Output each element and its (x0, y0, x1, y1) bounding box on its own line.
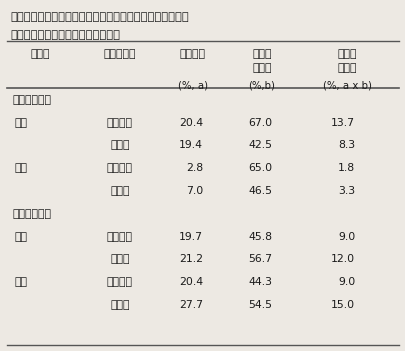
Text: 46.5: 46.5 (247, 186, 271, 196)
Text: 植物体上: 植物体上 (107, 118, 132, 127)
Text: 13.7: 13.7 (330, 118, 354, 127)
Text: 2.8: 2.8 (185, 163, 202, 173)
Text: 切り穂: 切り穂 (110, 300, 129, 310)
Text: 54.5: 54.5 (247, 300, 271, 310)
Text: 胚形成率: 胚形成率 (179, 49, 205, 59)
Text: 植物体上: 植物体上 (107, 277, 132, 287)
Text: 切り穂: 切り穂 (110, 140, 129, 150)
Text: 19.4: 19.4 (179, 140, 202, 150)
Text: 植物体: 植物体 (252, 49, 271, 59)
Text: 切り穂培養: 切り穂培養 (103, 49, 136, 59)
Text: 20.4: 20.4 (179, 277, 202, 287)
Text: 20.4: 20.4 (179, 118, 202, 127)
Text: 再生率: 再生率 (252, 63, 271, 73)
Text: (%, a): (%, a) (177, 80, 207, 90)
Text: 27.7: 27.7 (179, 300, 202, 310)
Text: 切り穂培養と花粉凍結の効果: 切り穂培養と花粉凍結の効果 (10, 30, 120, 40)
Text: 新鮮: 新鮮 (14, 118, 27, 127)
Text: (%, a x b): (%, a x b) (322, 80, 371, 90)
Text: 21.2: 21.2 (179, 254, 202, 264)
Text: 花粉親: 花粉親 (31, 49, 50, 59)
Text: 切り穂: 切り穂 (110, 186, 129, 196)
Text: 8.3: 8.3 (337, 140, 354, 150)
Text: (%,b): (%,b) (248, 80, 275, 90)
Text: 45.8: 45.8 (247, 232, 271, 241)
Text: 植物体上: 植物体上 (107, 163, 132, 173)
Text: 12.0: 12.0 (330, 254, 354, 264)
Text: 42.5: 42.5 (247, 140, 271, 150)
Text: 9.0: 9.0 (337, 277, 354, 287)
Text: 15.0: 15.0 (330, 300, 354, 310)
Text: 切り穂: 切り穂 (110, 254, 129, 264)
Text: 凍結: 凍結 (14, 163, 27, 173)
Text: 作出率: 作出率 (337, 63, 356, 73)
Text: トウジンビエ: トウジンビエ (12, 209, 51, 219)
Text: 19.7: 19.7 (179, 232, 202, 241)
Text: 植物体上: 植物体上 (107, 232, 132, 241)
Text: 9.0: 9.0 (337, 232, 354, 241)
Text: 44.3: 44.3 (247, 277, 271, 287)
Text: 新鮮: 新鮮 (14, 232, 27, 241)
Text: 半数体: 半数体 (337, 49, 356, 59)
Text: 表１　遠縁交雑利用による小麦半数体作出の効率に及ぼす: 表１ 遠縁交雑利用による小麦半数体作出の効率に及ぼす (10, 12, 188, 22)
Text: 65.0: 65.0 (247, 163, 271, 173)
Text: 凍結: 凍結 (14, 277, 27, 287)
Text: 7.0: 7.0 (185, 186, 202, 196)
Text: 1.8: 1.8 (337, 163, 354, 173)
Text: トウモロコシ: トウモロコシ (12, 95, 51, 105)
Text: 67.0: 67.0 (247, 118, 271, 127)
Text: 3.3: 3.3 (337, 186, 354, 196)
Text: 56.7: 56.7 (247, 254, 271, 264)
